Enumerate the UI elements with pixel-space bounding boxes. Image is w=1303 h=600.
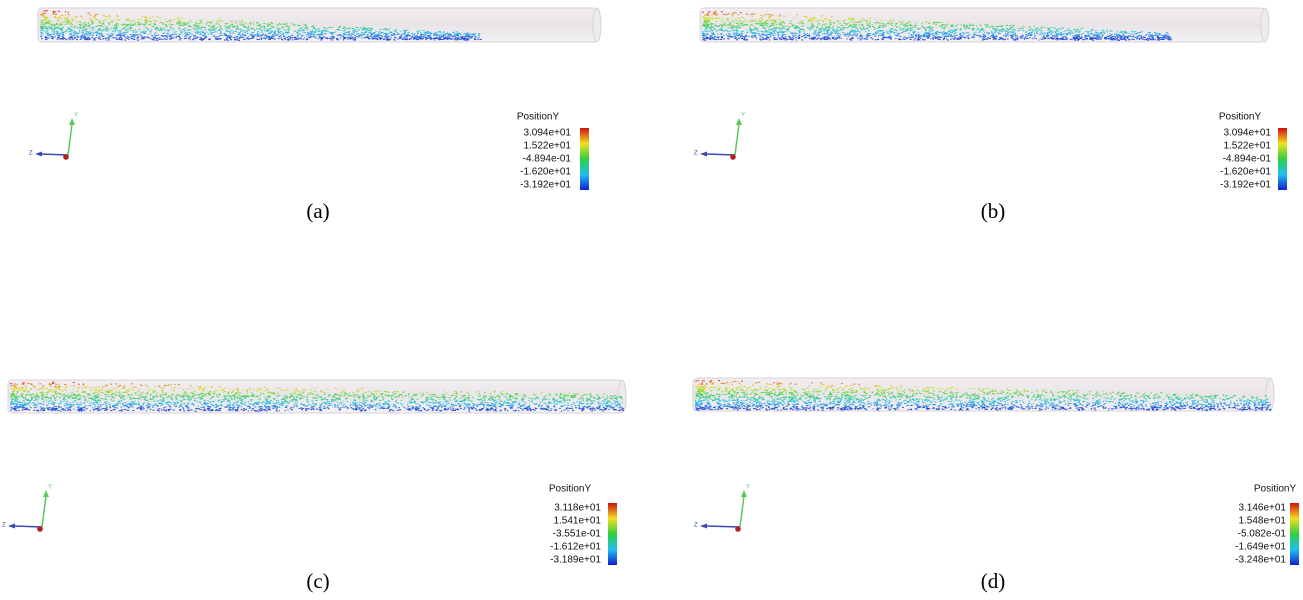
axis-y: [68, 124, 72, 155]
tube-end: [1261, 8, 1269, 42]
caption: (c): [306, 569, 329, 593]
legend-label: -3.192e+01: [520, 180, 571, 191]
legend-label: -1.649e+01: [1235, 542, 1286, 553]
legend-title: PositionY: [1254, 484, 1297, 495]
legend-label: 1.522e+01: [523, 141, 571, 152]
legend-label: 3.094e+01: [523, 128, 571, 139]
tube-end: [593, 8, 601, 42]
caption: (d): [981, 569, 1006, 593]
legend-title: PositionY: [549, 484, 592, 495]
legend-label: -5.082e-01: [1238, 529, 1287, 540]
caption: (a): [306, 199, 329, 223]
axis-z: [706, 154, 735, 155]
color-bar: [580, 128, 589, 190]
legend-label: 1.522e+01: [1223, 141, 1271, 152]
legend-label: 1.541e+01: [553, 516, 601, 527]
axis-y-label: Y: [48, 485, 52, 491]
axis-x: [735, 526, 741, 532]
legend-label: -1.612e+01: [550, 542, 601, 553]
axis-x: [730, 154, 736, 160]
panel: Y Z PositionY 3.118e+01 1.541e+01 -3.551e-01 -…: [2, 380, 626, 593]
panel: Y Z PositionY 3.094e+01 1.522e+01 -4.894e-01 -…: [694, 8, 1287, 223]
axis-z-label: Z: [2, 523, 6, 529]
legend-title: PositionY: [1219, 112, 1262, 123]
axis-x: [63, 154, 69, 160]
legend-label: 3.094e+01: [1223, 128, 1271, 139]
legend-label: -4.894e-01: [1223, 154, 1272, 165]
axis-y-head: [43, 490, 49, 497]
axis-z: [14, 526, 42, 527]
color-bar: [1290, 503, 1299, 565]
tube-end: [618, 380, 626, 413]
panel: Y Z PositionY 3.094e+01 1.522e+01 -4.894e-01 -…: [29, 8, 601, 223]
legend-label: -4.894e-01: [523, 154, 572, 165]
axis-z-label: Z: [694, 523, 698, 529]
axis-z-head: [35, 152, 42, 157]
color-bar: [608, 503, 617, 565]
legend-label: -1.620e+01: [1220, 167, 1271, 178]
axis-z: [41, 154, 68, 155]
legend-label: -1.620e+01: [520, 167, 571, 178]
legend-label: 3.146e+01: [1238, 503, 1286, 514]
axis-z-label: Z: [694, 151, 698, 157]
legend-label: -3.192e+01: [1220, 180, 1271, 191]
axis-y-label: Y: [741, 113, 745, 119]
axis-y: [740, 496, 744, 527]
legend-title: PositionY: [517, 112, 560, 123]
axis-z-head: [700, 524, 707, 529]
legend-label: -3.551e-01: [553, 529, 602, 540]
axis-y-label: Y: [746, 485, 750, 491]
axis-y-head: [736, 118, 742, 125]
color-bar: [1278, 128, 1287, 190]
axis-y-label: Y: [74, 113, 78, 119]
figure: Y Z PositionY 3.094e+01 1.522e+01 -4.894e-01 -…: [0, 0, 1303, 600]
legend-label: 1.548e+01: [1238, 516, 1286, 527]
axis-x: [37, 526, 43, 532]
axis-z-head: [8, 524, 15, 529]
axis-z-label: Z: [29, 151, 33, 157]
legend-label: 3.118e+01: [554, 503, 601, 514]
axis-y-head: [741, 490, 747, 497]
caption: (b): [981, 199, 1006, 223]
legend-label: -3.248e+01: [1235, 555, 1286, 566]
legend-label: -3.189e+01: [550, 555, 601, 566]
axis-z: [706, 526, 740, 527]
axis-y: [42, 496, 46, 527]
tube-end: [1266, 378, 1274, 411]
axis-y: [735, 124, 739, 155]
panel: Y Z PositionY 3.146e+01 1.548e+01 -5.082e-01 -…: [693, 378, 1299, 593]
axis-z-head: [700, 152, 707, 157]
axis-y-head: [69, 118, 75, 125]
